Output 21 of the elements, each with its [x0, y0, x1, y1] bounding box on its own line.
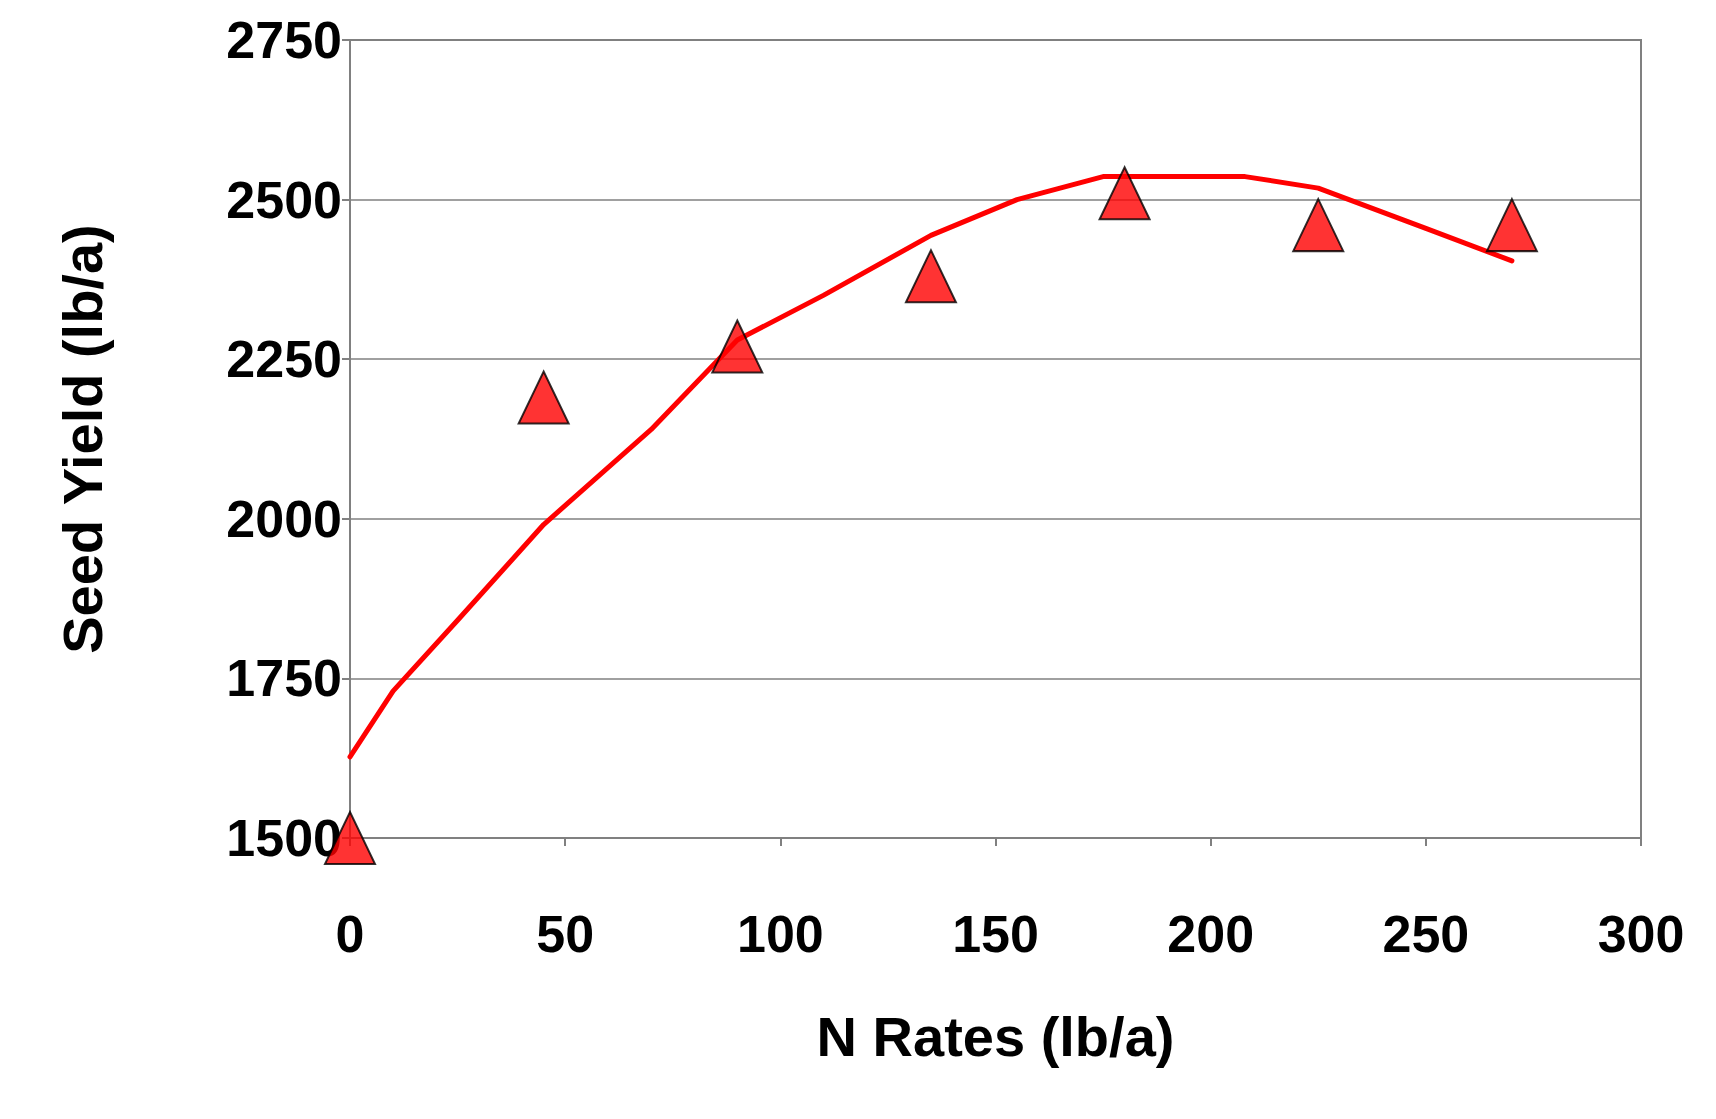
y-tick-label: 2750	[226, 11, 342, 69]
x-axis-title: N Rates (lb/a)	[816, 1004, 1175, 1068]
point	[711, 319, 764, 374]
point	[1098, 166, 1151, 221]
point	[517, 370, 570, 425]
y-tick-label: 2250	[226, 330, 342, 389]
point	[1485, 198, 1538, 253]
x-tick-label: 200	[1167, 905, 1255, 963]
point	[1292, 198, 1345, 253]
x-tick-label: 50	[536, 905, 595, 963]
y-tick-label: 1750	[226, 649, 342, 708]
y-tick-label: 2000	[226, 489, 342, 548]
x-tick-label: 0	[335, 905, 365, 963]
y-tick-label: 2500	[226, 170, 342, 229]
x-tick-label: 300	[1597, 905, 1685, 963]
y-axis-title: Seed Yield (lb/a)	[50, 224, 114, 654]
point	[904, 249, 957, 304]
x-tick-label: 150	[952, 905, 1039, 963]
y-tick-label: 1500	[226, 809, 342, 867]
x-tick-label: 100	[736, 905, 824, 963]
x-tick-label: 250	[1382, 905, 1470, 963]
